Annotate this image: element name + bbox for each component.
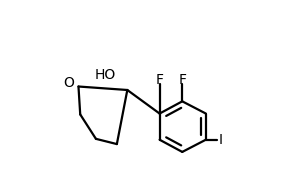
Text: O: O	[63, 76, 74, 90]
Text: HO: HO	[95, 68, 116, 82]
Text: I: I	[219, 133, 223, 147]
Text: F: F	[156, 73, 164, 87]
Text: F: F	[178, 73, 186, 87]
